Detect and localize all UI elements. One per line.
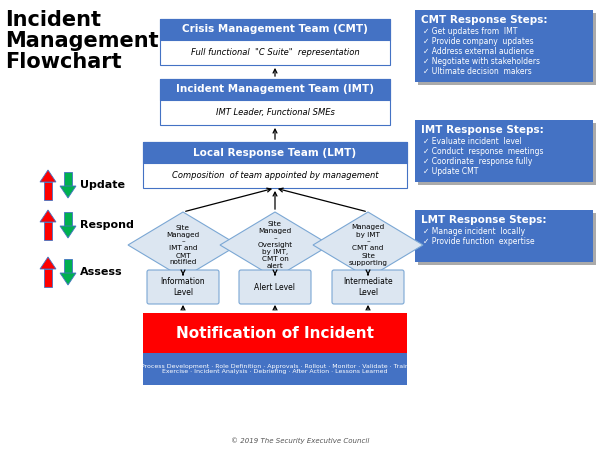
Bar: [143, 353, 407, 385]
Bar: [44, 182, 52, 200]
Polygon shape: [60, 226, 76, 238]
Bar: [44, 269, 52, 287]
FancyBboxPatch shape: [160, 19, 390, 65]
Polygon shape: [40, 257, 56, 269]
Text: Incident
Management
Flowchart: Incident Management Flowchart: [5, 10, 158, 72]
Text: Site
Managed
–
Oversight
by IMT,
CMT on
alert: Site Managed – Oversight by IMT, CMT on …: [257, 221, 293, 269]
Text: Full functional  "C Suite"  representation: Full functional "C Suite" representation: [191, 48, 359, 57]
FancyBboxPatch shape: [418, 213, 596, 265]
Text: ✓ Provide company  updates: ✓ Provide company updates: [423, 37, 533, 46]
Text: © 2019 The Security Executive Council: © 2019 The Security Executive Council: [231, 437, 369, 444]
Text: IMT Response Steps:: IMT Response Steps:: [421, 125, 544, 135]
FancyBboxPatch shape: [415, 120, 593, 182]
Polygon shape: [220, 212, 330, 278]
Text: ✓ Update CMT: ✓ Update CMT: [423, 167, 478, 176]
Bar: [64, 212, 72, 226]
Bar: [143, 313, 407, 353]
FancyBboxPatch shape: [415, 10, 593, 82]
FancyBboxPatch shape: [332, 270, 404, 304]
FancyBboxPatch shape: [147, 270, 219, 304]
Text: Process Development · Role Definition · Approvals · Rollout · Monitor · Validate: Process Development · Role Definition · …: [141, 364, 409, 374]
Text: Composition  of team appointed by management: Composition of team appointed by managem…: [172, 171, 378, 180]
Text: IMT Leader, Functional SMEs: IMT Leader, Functional SMEs: [215, 108, 334, 117]
Text: ✓ Get updates from  IMT: ✓ Get updates from IMT: [423, 27, 517, 36]
FancyBboxPatch shape: [160, 79, 390, 100]
Text: Assess: Assess: [80, 267, 122, 277]
Text: Managed
by IMT
–
CMT and
Site
supporting: Managed by IMT – CMT and Site supporting: [349, 225, 388, 266]
Text: Alert Level: Alert Level: [254, 283, 296, 292]
Polygon shape: [40, 210, 56, 222]
Polygon shape: [40, 170, 56, 182]
Text: Site
Managed
–
IMT and
CMT
notified: Site Managed – IMT and CMT notified: [166, 225, 200, 266]
FancyBboxPatch shape: [418, 13, 596, 85]
Polygon shape: [60, 273, 76, 285]
Text: Notification of Incident: Notification of Incident: [176, 325, 374, 341]
FancyBboxPatch shape: [418, 123, 596, 185]
Polygon shape: [60, 186, 76, 198]
FancyBboxPatch shape: [143, 142, 407, 188]
FancyBboxPatch shape: [160, 19, 390, 40]
FancyBboxPatch shape: [415, 210, 593, 262]
FancyBboxPatch shape: [239, 270, 311, 304]
Bar: [44, 222, 52, 240]
Text: CMT Response Steps:: CMT Response Steps:: [421, 15, 548, 25]
Text: ✓ Provide function  expertise: ✓ Provide function expertise: [423, 238, 535, 247]
Text: Local Response Team (LMT): Local Response Team (LMT): [193, 148, 356, 157]
Text: ✓ Manage incident  locally: ✓ Manage incident locally: [423, 228, 525, 237]
Text: ✓ Ultimate decision  makers: ✓ Ultimate decision makers: [423, 68, 532, 76]
Text: Update: Update: [80, 180, 125, 190]
Text: ✓ Conduct  response  meetings: ✓ Conduct response meetings: [423, 148, 544, 157]
Polygon shape: [313, 212, 423, 278]
Text: ✓ Evaluate incident  level: ✓ Evaluate incident level: [423, 138, 522, 147]
Text: ✓ Address external audience: ✓ Address external audience: [423, 48, 534, 57]
Text: ✓ Coordinate  response fully: ✓ Coordinate response fully: [423, 158, 532, 166]
Text: LMT Response Steps:: LMT Response Steps:: [421, 215, 547, 225]
Text: Respond: Respond: [80, 220, 134, 230]
Text: Crisis Management Team (CMT): Crisis Management Team (CMT): [182, 24, 368, 35]
Text: Intermediate
Level: Intermediate Level: [343, 277, 393, 297]
Bar: [64, 259, 72, 273]
Text: ✓ Negotiate with stakeholders: ✓ Negotiate with stakeholders: [423, 58, 540, 67]
FancyBboxPatch shape: [143, 142, 407, 163]
Bar: [64, 172, 72, 186]
Text: Information
Level: Information Level: [161, 277, 205, 297]
Polygon shape: [128, 212, 238, 278]
FancyBboxPatch shape: [160, 79, 390, 125]
Text: Incident Management Team (IMT): Incident Management Team (IMT): [176, 85, 374, 94]
